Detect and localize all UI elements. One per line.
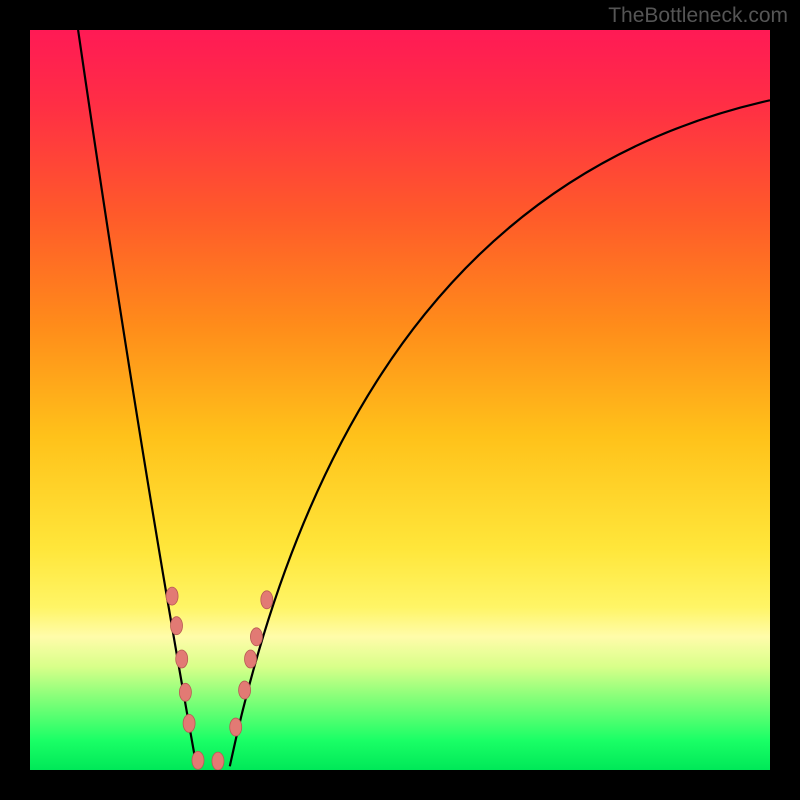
data-marker (230, 718, 242, 736)
data-marker (239, 681, 251, 699)
data-marker (250, 628, 262, 646)
data-marker (212, 752, 224, 770)
data-marker (192, 751, 204, 769)
chart-svg (30, 30, 770, 770)
data-marker (261, 591, 273, 609)
data-marker (166, 587, 178, 605)
watermark-text: TheBottleneck.com (608, 4, 788, 28)
data-marker (171, 617, 183, 635)
data-marker (176, 650, 188, 668)
data-marker (179, 683, 191, 701)
data-marker (183, 714, 195, 732)
data-marker (245, 650, 257, 668)
bottleneck-chart (30, 30, 770, 770)
gradient-background (30, 30, 770, 770)
